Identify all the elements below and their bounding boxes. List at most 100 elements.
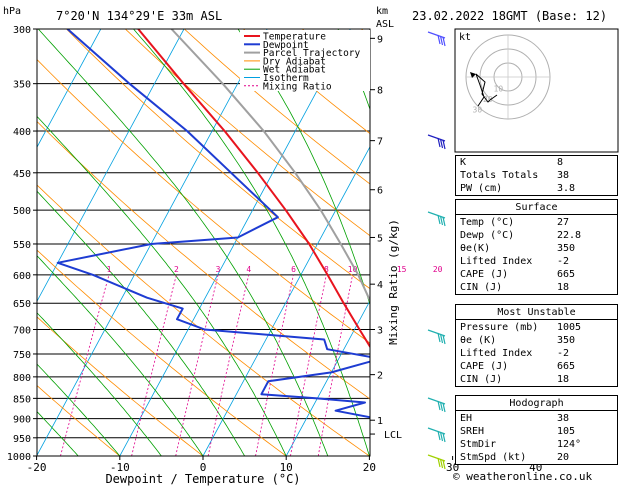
most-unstable-value: 1005 [557, 322, 582, 333]
wind-barb-flag [437, 332, 441, 343]
pressure-axis: 300 350 400 450 500 550 600 650 700 750 800 850 900 9… [7, 25, 37, 463]
indices-value: 8 [557, 157, 564, 168]
wind-barb-flag [437, 137, 441, 148]
most-unstable-value: 665 [557, 361, 576, 372]
dry-adiabat-line [37, 184, 370, 456]
dry-adiabat-line [37, 120, 370, 400]
indices-value: 3.8 [557, 183, 576, 194]
most-unstable-value: 350 [557, 335, 576, 346]
pressure-tick-label: 1000 [7, 452, 31, 463]
wet-adiabat-line [37, 312, 162, 456]
surface-label: Temp (°C) [460, 217, 515, 228]
isotherm-line [119, 29, 351, 456]
indices-panel: K 8 Totals Totals 38 PW (cm) 3.8 [455, 155, 618, 196]
wind-barb-flag [442, 432, 446, 443]
hodograph-table-value: 38 [557, 413, 570, 424]
hodograph-arrow [470, 72, 476, 78]
hodograph-ring-label: 30 [473, 106, 483, 115]
pressure-tick-label: 550 [13, 240, 31, 251]
indices-label: K [460, 157, 467, 168]
pressure-tick-label: 800 [13, 373, 31, 384]
dry-adiabat-line [37, 316, 204, 456]
dry-adiabat-line [37, 385, 121, 456]
wind-barb-flag [439, 215, 444, 226]
indices-row: PW (cm) 3.8 [456, 182, 617, 195]
pressure-tick-label: 450 [13, 169, 31, 180]
hodograph-table-value: 124° [557, 439, 582, 450]
wet-adiabat-line [237, 29, 370, 306]
dry-adiabat-line [37, 59, 370, 344]
hodograph-table-row: EH 38 [456, 412, 617, 425]
pressure-tick-label: 850 [13, 394, 31, 405]
surface-row: CAPE (J) 665 [456, 268, 617, 281]
mixing-ratio-axis-label: Mixing Ratio (g/kg) [387, 219, 400, 345]
datetime-title: 23.02.2022 18GMT (Base: 12) [412, 9, 607, 23]
pressure-tick-label: 700 [13, 326, 31, 337]
height-unit-asl: ASL [376, 19, 394, 30]
copyright-footer: © weatheronline.co.uk [453, 470, 593, 483]
mixing-ratio-label: 15 [397, 265, 407, 274]
mixing-ratio-line [131, 274, 177, 456]
wet-adiabat-line [37, 363, 121, 456]
lcl-label: LCL [384, 430, 402, 441]
most-unstable-label: θe (K) [460, 335, 497, 346]
hodograph-table-row: StmSpd (kt) 20 [456, 451, 617, 464]
wind-barb-shaft [427, 427, 446, 435]
height-tick-label: 8 [377, 86, 383, 97]
hodograph-trace [475, 73, 498, 107]
isotherm-line [619, 29, 629, 456]
wind-barb-flag [437, 34, 441, 45]
most-unstable-title: Most Unstable [456, 306, 617, 320]
legend-label: Mixing Ratio [263, 81, 332, 92]
height-tick-label: 4 [377, 280, 383, 291]
pressure-tick-label: 500 [13, 206, 31, 217]
wind-barb-shaft [427, 31, 446, 39]
temperature-line [137, 29, 370, 349]
most-unstable-label: Pressure (mb) [460, 322, 539, 333]
indices-row: Totals Totals 38 [456, 169, 617, 182]
hodograph-table-row: StmDir 124° [456, 438, 617, 451]
surface-row: CIN (J) 18 [456, 281, 617, 294]
surface-value: 18 [557, 282, 570, 293]
wind-barb-flag [439, 35, 444, 46]
surface-value: 665 [557, 269, 576, 280]
mixing-ratio-label: 3 [216, 265, 221, 274]
most-unstable-value: 18 [557, 374, 570, 385]
temperature-tick-label: -20 [27, 461, 47, 474]
hodograph-table-title: Hodograph [456, 397, 617, 411]
most-unstable-label: CIN (J) [460, 374, 503, 385]
dry-adiabat-line [37, 249, 287, 456]
pressure-tick-label: 300 [13, 25, 31, 36]
hodograph-table-label: StmSpd (kt) [460, 452, 527, 463]
surface-value: 27 [557, 217, 570, 228]
pressure-tick-label: 650 [13, 299, 31, 310]
plot-frame [36, 28, 371, 457]
most-unstable-row: Pressure (mb) 1005 [456, 321, 617, 334]
isotherm-line [202, 145, 370, 456]
hodograph-ring-label: 20 [483, 95, 493, 104]
dry-adiabat-line [184, 29, 370, 185]
wind-barb-shaft [427, 329, 446, 337]
most-unstable-panel: Most Unstable Pressure (mb) 1005 θe (K) 350… [455, 304, 618, 387]
surface-label: Dewp (°C) [460, 230, 515, 241]
wind-barb-flag [442, 334, 446, 345]
temperature-tick-label: 20 [363, 461, 376, 474]
wind-barb-flag [437, 214, 441, 225]
wind-barb-shaft [427, 397, 446, 405]
hodograph-table-row: SREH 105 [456, 425, 617, 438]
wind-barb-flag [442, 36, 446, 47]
pressure-tick-label: 900 [13, 415, 31, 426]
legend-label: Wet Adiabat [263, 65, 326, 76]
hodograph-table-panel: Hodograph EH 38 SREH 105 StmDir 124° StmSpd (k… [455, 395, 618, 465]
height-axis: 1 2 3 4 5 6 7 8 9 LCL [370, 34, 402, 441]
surface-label: CIN (J) [460, 282, 503, 293]
mixing-ratio-label: 8 [324, 265, 329, 274]
temperature-tick-label: 0 [200, 461, 207, 474]
wind-barb-flag [442, 216, 446, 227]
indices-label: PW (cm) [460, 183, 503, 194]
mixing-ratio-label: 6 [291, 265, 296, 274]
